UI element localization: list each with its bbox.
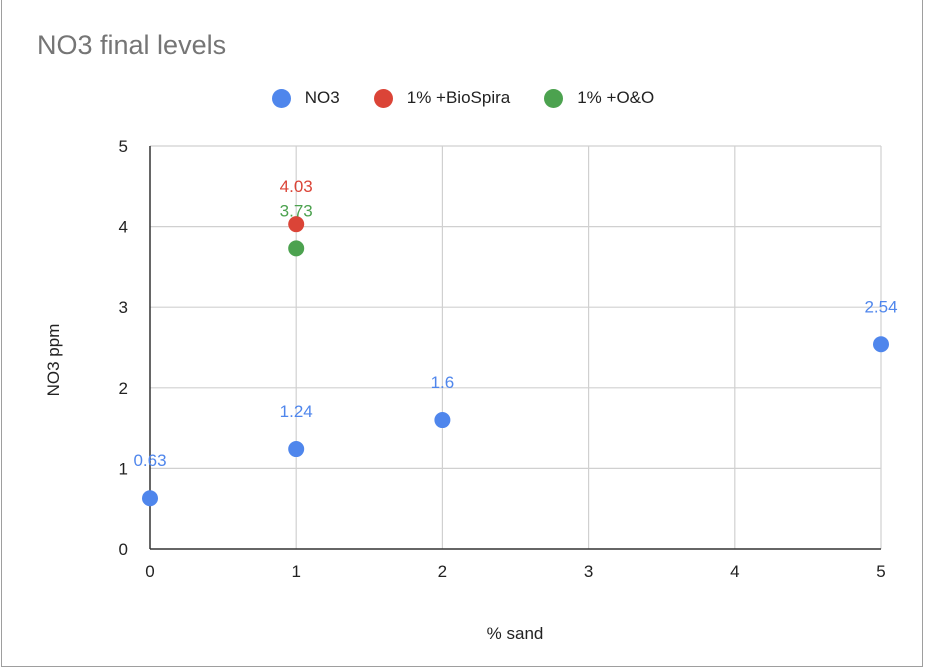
x-tick-label: 5 xyxy=(876,562,885,581)
x-axis-label: % sand xyxy=(486,624,544,643)
data-point xyxy=(288,240,305,257)
y-tick-label: 4 xyxy=(119,218,128,237)
data-label: 4.03 xyxy=(280,177,313,196)
y-axis-label: NO3 ppm xyxy=(44,323,63,397)
legend-label-biospira: 1% +BioSpira xyxy=(406,88,511,107)
legend-swatch-oando xyxy=(544,88,564,108)
y-tick-label: 0 xyxy=(119,540,128,559)
x-tick-label: 4 xyxy=(730,562,739,581)
data-point xyxy=(288,441,305,458)
y-tick-label: 3 xyxy=(119,298,128,317)
data-point xyxy=(288,216,305,233)
legend-item-oando[interactable]: 1% +O&O xyxy=(544,88,654,108)
x-tick-label: 0 xyxy=(145,562,154,581)
y-tick-label: 5 xyxy=(119,137,128,156)
data-point xyxy=(434,412,451,429)
x-tick-label: 1 xyxy=(291,562,300,581)
legend-swatch-biospira xyxy=(373,88,393,108)
data-label: 0.63 xyxy=(133,451,166,470)
data-label: 1.6 xyxy=(431,373,455,392)
chart-legend: NO3 1% +BioSpira 1% +O&O xyxy=(0,88,926,108)
y-tick-label: 1 xyxy=(119,459,128,478)
legend-swatch-no3 xyxy=(271,88,291,108)
x-tick-label: 2 xyxy=(438,562,447,581)
chart-title: NO3 final levels xyxy=(37,30,227,60)
data-label: 2.54 xyxy=(864,297,897,316)
legend-label-no3: NO3 xyxy=(304,88,340,107)
legend-item-biospira[interactable]: 1% +BioSpira xyxy=(373,88,511,108)
x-tick-label: 3 xyxy=(584,562,593,581)
legend-label-oando: 1% +O&O xyxy=(577,88,655,107)
data-label: 3.73 xyxy=(280,201,313,220)
data-point xyxy=(142,490,158,507)
data-label: 1.24 xyxy=(280,402,313,421)
data-point xyxy=(873,336,889,353)
legend-item-no3[interactable]: NO3 xyxy=(271,88,340,108)
y-tick-label: 2 xyxy=(119,379,128,398)
